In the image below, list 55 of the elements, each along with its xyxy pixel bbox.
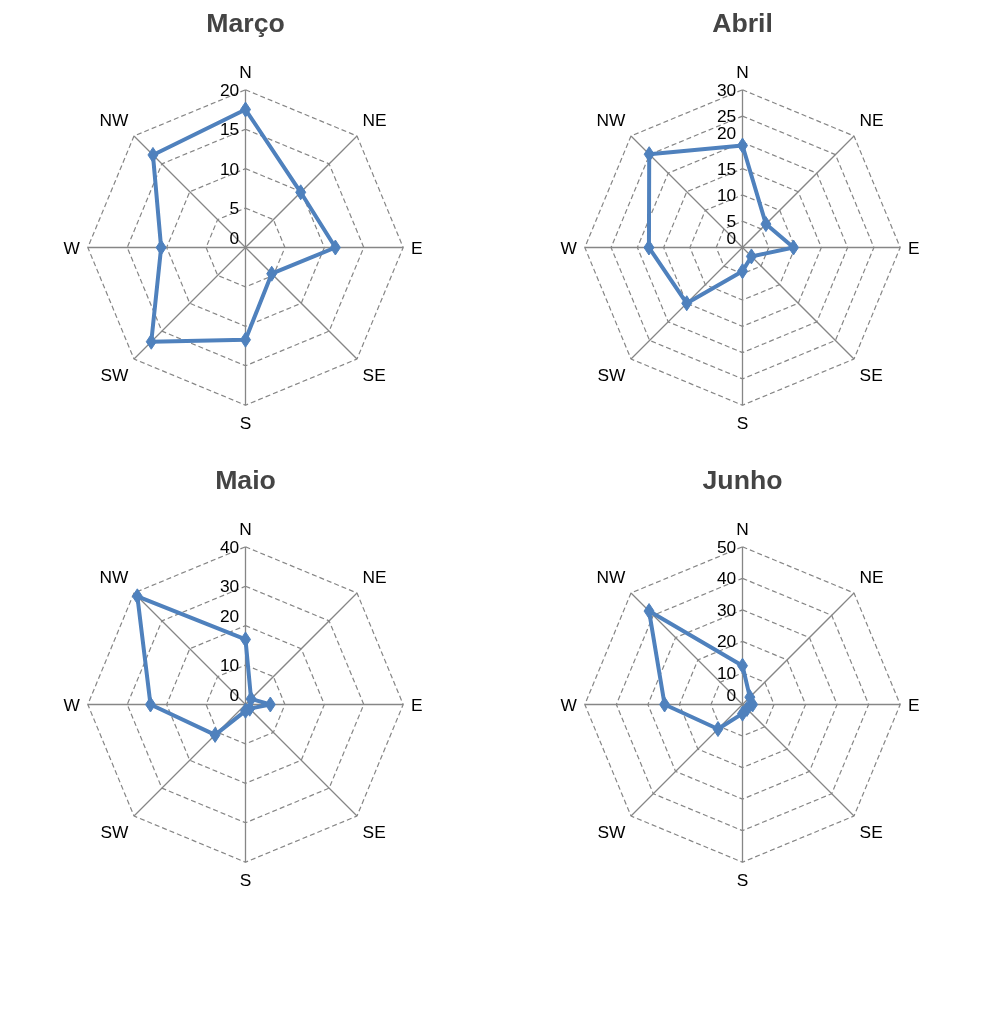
spoke-label: S	[736, 413, 749, 434]
spoke-label: SW	[100, 821, 130, 842]
y-tick-label: 20	[219, 79, 240, 100]
spoke-label: SW	[597, 821, 627, 842]
spoke-label: W	[560, 237, 578, 258]
y-tick-label: 0	[229, 228, 240, 249]
spoke-label: SE	[362, 821, 386, 842]
spoke-label: E	[411, 237, 423, 258]
chart-title: Junho	[702, 464, 783, 495]
spoke-label: SE	[362, 364, 386, 385]
spoke-label: E	[908, 237, 920, 258]
y-tick-label: 20	[219, 606, 240, 627]
spoke-label: N	[239, 61, 252, 82]
spoke-label: NE	[362, 567, 387, 588]
y-tick-label: 10	[716, 662, 737, 683]
y-tick-label: 20	[716, 631, 737, 652]
spoke-label: NE	[859, 567, 884, 588]
y-tick-label: 0	[726, 685, 737, 706]
y-tick-label: 0	[229, 685, 240, 706]
chart-title: Março	[206, 7, 285, 38]
y-tick-label: 15	[716, 158, 737, 179]
y-tick-label: 30	[219, 576, 240, 597]
spoke-label: SE	[859, 364, 883, 385]
y-tick-label: 15	[219, 119, 240, 140]
spoke-label: S	[736, 870, 749, 891]
spoke-label: NW	[99, 567, 130, 588]
y-tick-label: 10	[219, 655, 240, 676]
spoke-label: W	[560, 694, 578, 715]
chart-title: Abril	[712, 7, 773, 38]
spoke-label: SE	[859, 821, 883, 842]
spoke-label: NW	[99, 110, 130, 131]
spoke-label: N	[736, 518, 749, 539]
spoke-label: E	[908, 694, 920, 715]
y-tick-label: 30	[716, 599, 737, 620]
spoke-label: S	[239, 413, 252, 434]
y-tick-label: 10	[219, 158, 240, 179]
spoke-label: N	[736, 61, 749, 82]
y-tick-label: 10	[716, 184, 737, 205]
spoke-label: N	[239, 518, 252, 539]
spoke-label: SW	[100, 364, 130, 385]
spoke-label: SW	[597, 364, 627, 385]
y-tick-label: 40	[219, 536, 240, 557]
y-tick-label: 40	[716, 568, 737, 589]
y-tick-label: 5	[229, 198, 240, 219]
y-tick-label: 30	[716, 79, 737, 100]
spoke-label: W	[63, 694, 81, 715]
chart-title: Maio	[215, 464, 276, 495]
spoke-label: S	[239, 870, 252, 891]
spoke-label: NE	[362, 110, 387, 131]
spoke-label: W	[63, 237, 81, 258]
spoke-label: NE	[859, 110, 884, 131]
spoke-label: NW	[596, 567, 627, 588]
spoke-label: NW	[596, 110, 627, 131]
spoke-label: E	[411, 694, 423, 715]
y-tick-label: 50	[716, 536, 737, 557]
